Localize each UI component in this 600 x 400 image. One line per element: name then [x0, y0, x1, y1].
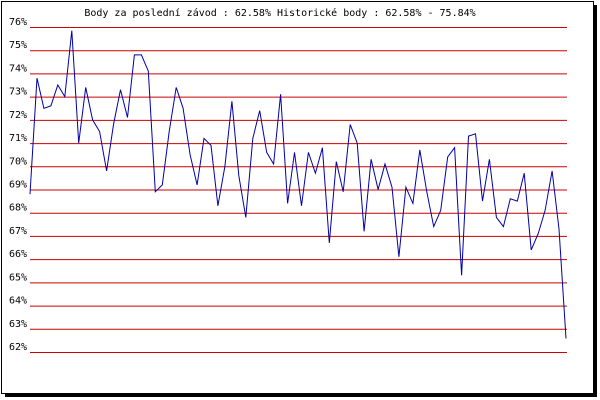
y-tick-label: 72%	[9, 110, 27, 121]
data-line	[29, 30, 567, 339]
y-tick-label: 66%	[9, 249, 27, 260]
y-tick-label: 62%	[9, 342, 27, 353]
y-tick-label: 63%	[9, 319, 27, 330]
y-tick-label: 65%	[9, 272, 27, 283]
y-tick-label: 75%	[9, 40, 27, 51]
y-tick-label: 67%	[9, 226, 27, 237]
y-tick-label: 68%	[9, 203, 27, 214]
y-tick-label: 71%	[9, 133, 27, 144]
chart-title: Body za poslední závod : 62.58% Historic…	[84, 7, 475, 19]
frame	[1, 1, 594, 394]
y-tick-label: 69%	[9, 180, 27, 191]
y-tick-label: 70%	[9, 156, 27, 167]
y-tick-label: 74%	[9, 63, 27, 74]
y-tick-label: 76%	[9, 17, 27, 28]
y-tick-label: 64%	[9, 296, 27, 307]
y-tick-label: 73%	[9, 87, 27, 98]
